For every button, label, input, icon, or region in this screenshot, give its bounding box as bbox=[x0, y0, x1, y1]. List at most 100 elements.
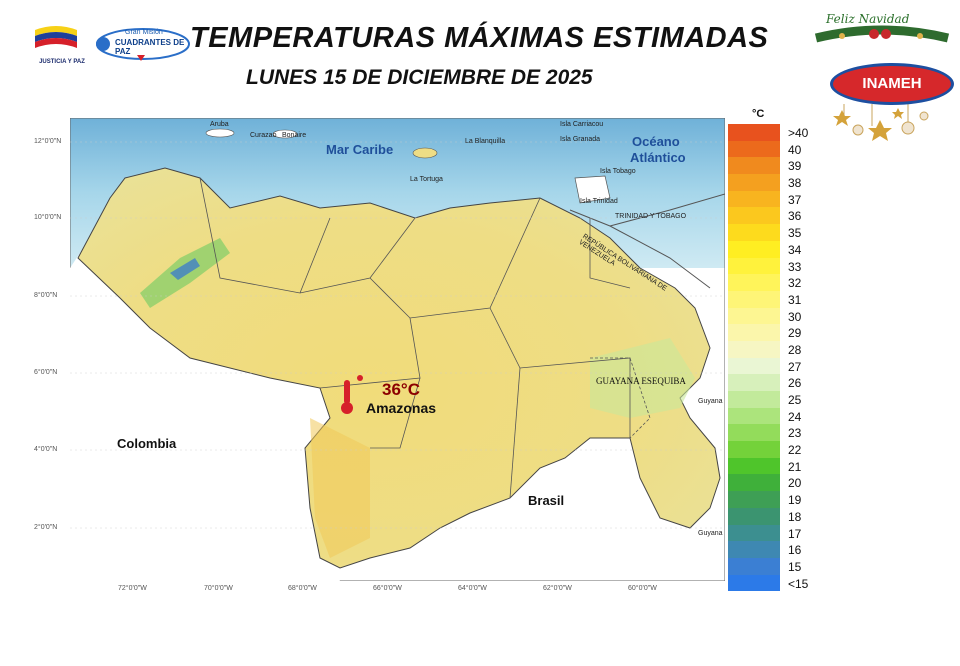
legend-swatch: 38 bbox=[728, 174, 801, 191]
border-label-tt: TRINIDAD Y TOBAGO bbox=[615, 213, 687, 220]
legend-swatch: 23 bbox=[728, 424, 801, 442]
legend-label: 33 bbox=[788, 259, 802, 274]
legend-swatch: >40 bbox=[728, 124, 808, 141]
sea-label-oceano: Océano bbox=[632, 134, 680, 149]
legend-swatch: 30 bbox=[728, 307, 801, 325]
inameh-wordmark: INAMEH bbox=[830, 63, 954, 105]
territory-label: GUAYANA ESEQUIBA bbox=[596, 376, 686, 386]
legend-label: 18 bbox=[788, 509, 802, 524]
legend-swatch: 26 bbox=[728, 374, 801, 391]
legend-label: 25 bbox=[788, 393, 802, 407]
legend-label: 24 bbox=[788, 409, 802, 424]
legend-swatch: 22 bbox=[728, 441, 801, 458]
legend-label: 23 bbox=[788, 426, 802, 441]
place-carriacou: Isla Carriacou bbox=[560, 121, 604, 128]
legend-swatch: <15 bbox=[728, 574, 808, 592]
legend-swatch: 35 bbox=[728, 224, 801, 241]
legend-label: 29 bbox=[788, 326, 802, 341]
place-granada: Isla Granada bbox=[560, 136, 601, 143]
country-label-brasil: Brasil bbox=[528, 493, 565, 508]
lat-tick: 2°0'0"N bbox=[34, 524, 58, 531]
venezuela-land bbox=[77, 167, 721, 569]
legend-swatch: 24 bbox=[728, 407, 801, 425]
legend-swatch: 20 bbox=[728, 474, 801, 492]
justicia-paz-label: JUSTICIA Y PAZ bbox=[39, 59, 85, 65]
legend-label: 26 bbox=[788, 376, 802, 391]
page-subtitle: LUNES 15 DE DICIEMBRE DE 2025 bbox=[246, 66, 593, 89]
lat-tick: 10°0'0"N bbox=[34, 214, 62, 221]
lon-tick: 72°0'0"W bbox=[118, 585, 147, 592]
legend-label: 36 bbox=[788, 209, 802, 224]
legend-swatch: 34 bbox=[728, 240, 801, 258]
lat-tick: 8°0'0"N bbox=[34, 292, 58, 299]
temperature-callout: 36°C bbox=[382, 380, 420, 399]
cuadrantes-emblem-icon bbox=[96, 28, 190, 61]
sea-label-caribe: Mar Caribe bbox=[326, 142, 394, 157]
lon-tick: 60°0'0"W bbox=[628, 585, 657, 592]
lat-tick: 4°0'0"N bbox=[34, 446, 58, 453]
legend-label: 32 bbox=[788, 276, 802, 291]
place-trinidad: Isla Trinidad bbox=[580, 198, 618, 205]
lon-tick: 70°0'0"W bbox=[204, 585, 233, 592]
legend-label: 39 bbox=[788, 159, 802, 174]
legend-swatch: 33 bbox=[728, 257, 801, 275]
legend-label: 40 bbox=[788, 142, 802, 157]
legend-swatch: 32 bbox=[728, 274, 801, 291]
place-guyana-south: Guyana bbox=[698, 530, 723, 537]
legend-label: 15 bbox=[788, 559, 802, 574]
legend-swatch: 15 bbox=[728, 557, 801, 575]
legend-label: 19 bbox=[788, 493, 802, 508]
legend-label: >40 bbox=[788, 126, 809, 140]
legend-swatch: 28 bbox=[728, 340, 801, 358]
inameh-logo: Feliz Navidad INAMEH bbox=[812, 8, 954, 148]
legend-label: 27 bbox=[788, 359, 802, 374]
trinidad-island bbox=[574, 175, 611, 204]
place-bonaire: Bonaire bbox=[282, 132, 307, 139]
venezuela-map bbox=[69, 117, 726, 582]
lon-tick: 68°0'0"W bbox=[288, 585, 317, 592]
legend-label: 34 bbox=[788, 242, 802, 257]
legend-label: 20 bbox=[788, 476, 802, 491]
place-guyana-north: Guyana bbox=[698, 398, 723, 405]
gran-mision-line1: Gran Misión bbox=[125, 29, 163, 36]
legend-swatch: 39 bbox=[728, 157, 801, 175]
legend-label: 22 bbox=[788, 443, 802, 458]
legend-swatch: 37 bbox=[728, 190, 801, 208]
justicia-paz-logo: JUSTICIA Y PAZ bbox=[33, 24, 91, 65]
legend-label: 31 bbox=[788, 292, 802, 307]
sea-label-atlantico: Atlántico bbox=[630, 150, 686, 165]
legend-label: 17 bbox=[788, 526, 802, 541]
legend-swatch: 27 bbox=[728, 357, 801, 375]
legend-swatch: 29 bbox=[728, 324, 801, 341]
venezuela-flag-icon bbox=[35, 26, 77, 48]
lat-tick: 12°0'0"N bbox=[34, 138, 62, 145]
thermometer-icon bbox=[341, 375, 363, 414]
legend-label: 38 bbox=[788, 176, 802, 191]
legend-label: 30 bbox=[788, 309, 802, 324]
state-label-amazonas: Amazonas bbox=[366, 400, 437, 416]
place-curazao: Curazao bbox=[250, 132, 277, 139]
place-tortuga: La Tortuga bbox=[410, 176, 443, 183]
temperature-map: Mar Caribe Océano Atlántico Colombia Bra… bbox=[34, 117, 726, 592]
legend-swatch: 31 bbox=[728, 290, 801, 308]
legend-label: 16 bbox=[788, 543, 802, 558]
gran-mision-line2: CUADRANTES DE PAZ bbox=[115, 38, 185, 56]
legend-swatch: 19 bbox=[728, 491, 801, 508]
holiday-greeting: Feliz Navidad bbox=[826, 12, 910, 26]
lat-tick: 6°0'0"N bbox=[34, 369, 58, 376]
legend-swatch: 18 bbox=[728, 507, 801, 525]
place-blanquilla: La Blanquilla bbox=[465, 138, 506, 145]
gran-mision-logo: Gran Misión CUADRANTES DE PAZ bbox=[93, 25, 191, 63]
legend-swatch: 16 bbox=[728, 541, 801, 558]
lon-tick: 66°0'0"W bbox=[373, 585, 402, 592]
legend-swatch: 17 bbox=[728, 524, 801, 542]
christmas-garland-icon bbox=[814, 25, 950, 141]
legend-swatch: 25 bbox=[728, 391, 801, 408]
place-tobago: Isla Tobago bbox=[600, 168, 636, 175]
legend-label: 28 bbox=[788, 342, 802, 357]
legend-label: 21 bbox=[788, 459, 802, 474]
legend-label: <15 bbox=[788, 576, 809, 591]
country-label-colombia: Colombia bbox=[117, 436, 177, 451]
legend-swatch: 21 bbox=[728, 457, 801, 475]
legend-label: 35 bbox=[788, 226, 802, 241]
